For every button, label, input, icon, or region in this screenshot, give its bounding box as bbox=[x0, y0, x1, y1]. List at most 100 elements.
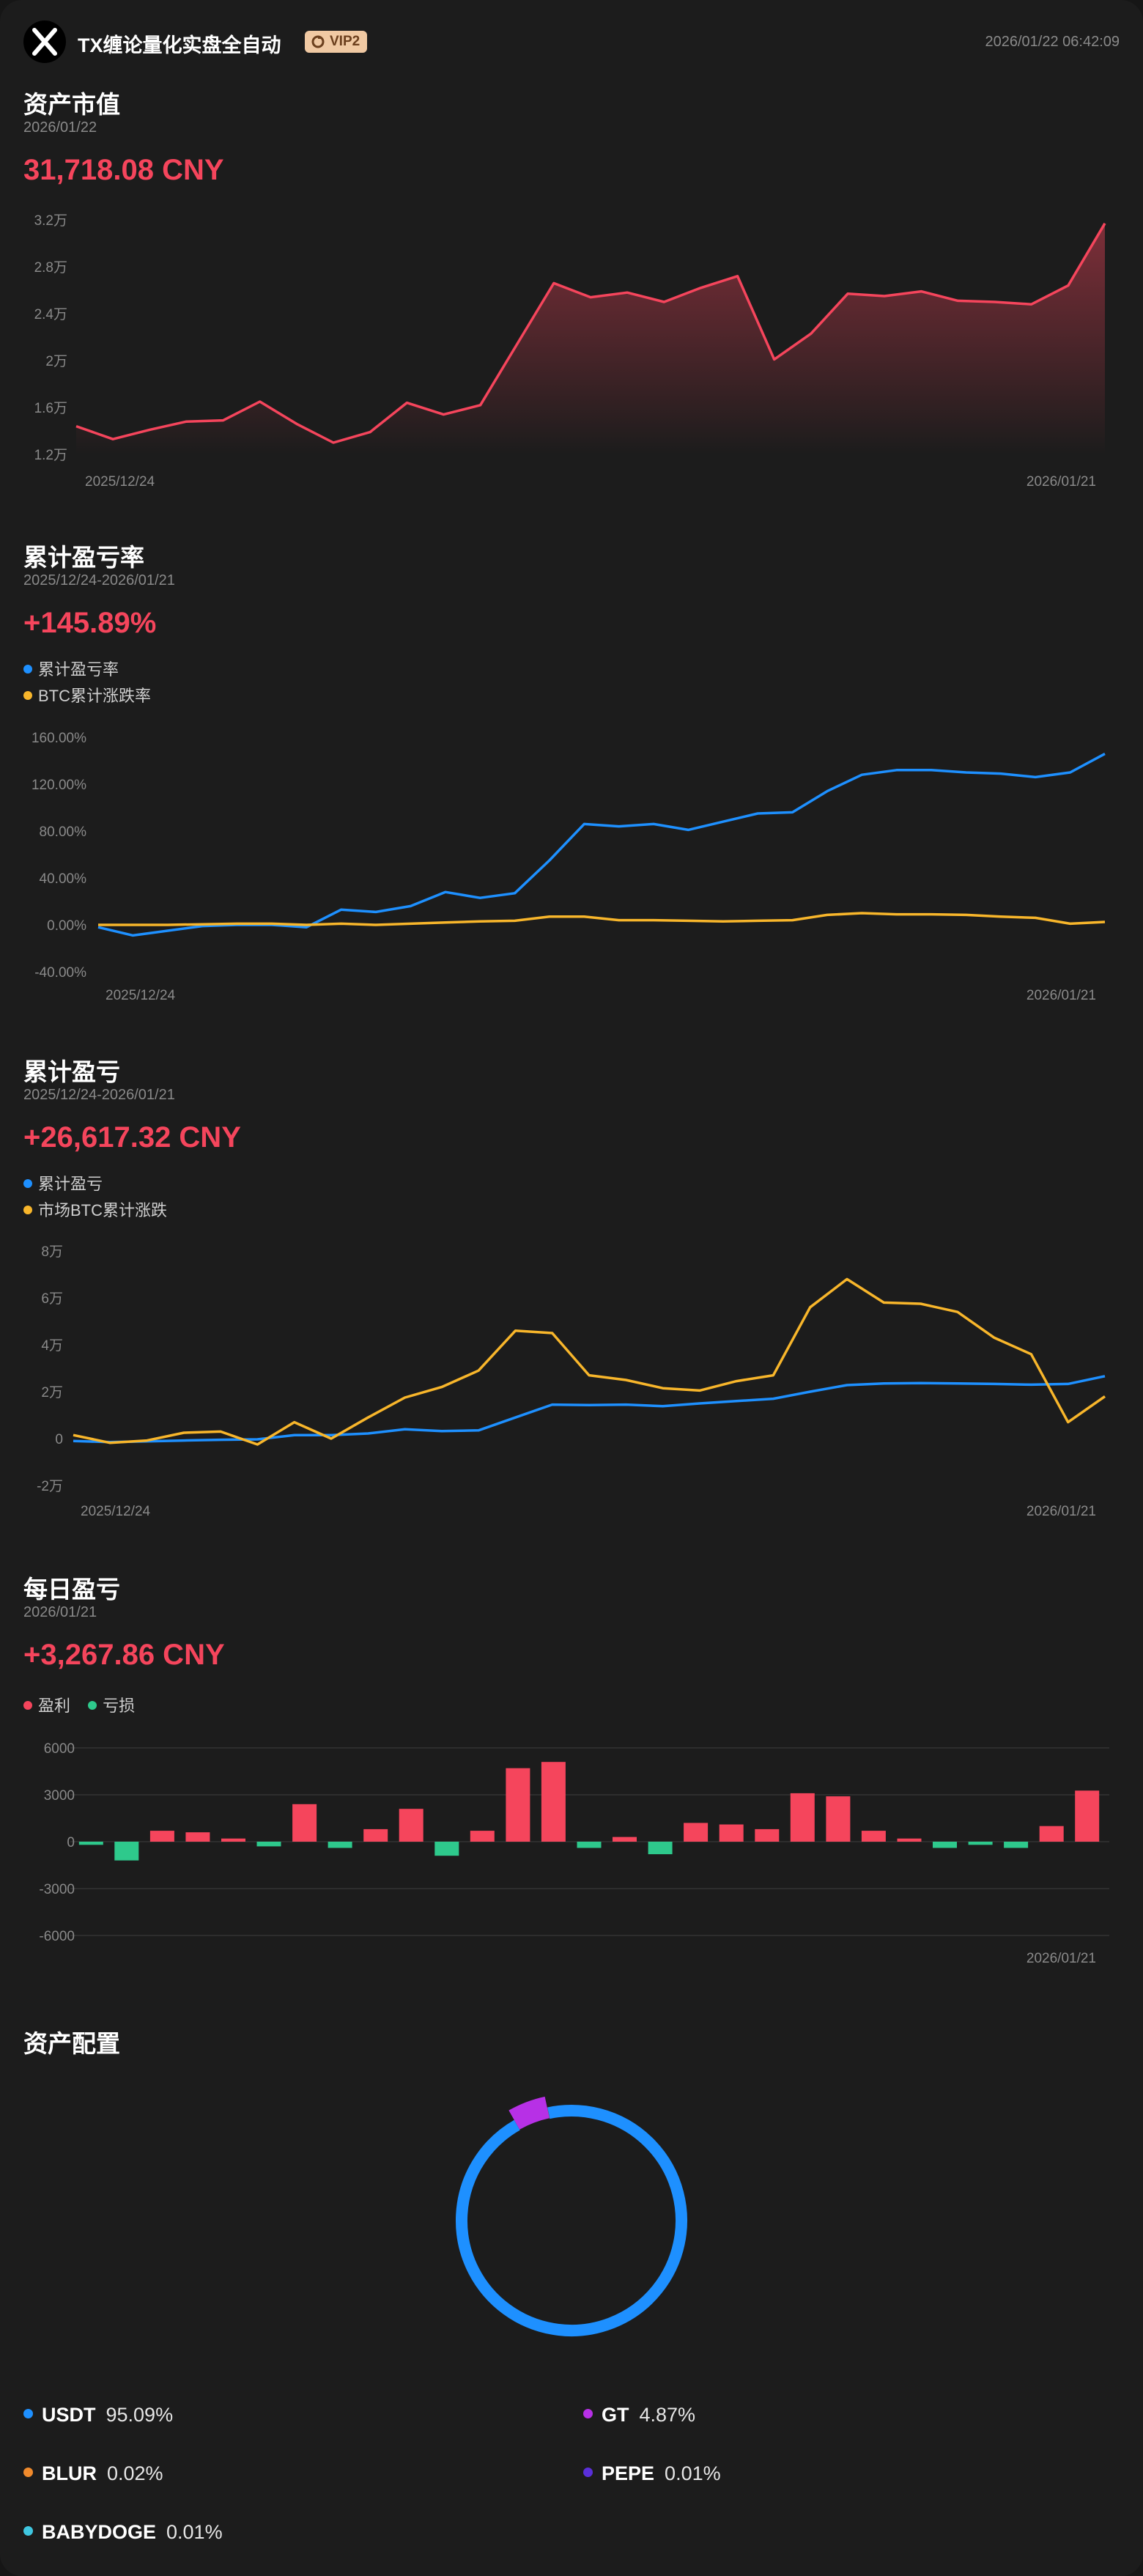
y-tick-label: 2.8万 bbox=[34, 260, 67, 276]
allocation-item-gt[interactable]: GT 4.87% bbox=[583, 2404, 695, 2426]
allocation-donut-chart[interactable] bbox=[0, 2074, 1143, 2352]
y-tick-label: 0 bbox=[55, 1432, 63, 1447]
pie-slice bbox=[508, 2096, 550, 2130]
legend-dot bbox=[23, 691, 32, 701]
vip-label: VIP2 bbox=[330, 34, 360, 49]
y-tick-label: 1.2万 bbox=[34, 448, 67, 463]
bar bbox=[363, 1828, 388, 1842]
y-tick-label: 0.00% bbox=[47, 918, 86, 934]
legend-item[interactable]: BTC累计涨跌率 bbox=[23, 683, 151, 709]
asset-pct: 95.09% bbox=[106, 2404, 174, 2426]
legend-item[interactable]: 盈利 bbox=[23, 1697, 70, 1715]
legend-item[interactable]: 亏损 bbox=[88, 1697, 135, 1715]
legend-dot bbox=[23, 1206, 32, 1215]
legend-dot bbox=[583, 2468, 593, 2478]
x-tick-label: 2025/12/24 bbox=[85, 474, 155, 490]
y-tick-label: 2万 bbox=[45, 354, 67, 369]
y-tick-label: 2.4万 bbox=[34, 307, 67, 322]
legend-label: 市场BTC累计涨跌 bbox=[38, 1201, 168, 1219]
bar bbox=[613, 1837, 637, 1842]
bar bbox=[933, 1842, 957, 1848]
series-line bbox=[73, 1375, 1106, 1444]
asset-pct: 0.01% bbox=[665, 2462, 721, 2484]
x-tick-label: 2026/01/21 bbox=[1027, 474, 1096, 490]
legend-dot bbox=[23, 665, 32, 674]
y-tick-label: 80.00% bbox=[40, 824, 87, 840]
legend-dot bbox=[23, 2468, 33, 2478]
bar bbox=[541, 1762, 566, 1842]
bar bbox=[399, 1809, 423, 1842]
legend-item[interactable]: 市场BTC累计涨跌 bbox=[23, 1197, 167, 1224]
bar bbox=[897, 1838, 922, 1842]
pnl-rate-date-range: 2025/12/24-2026/01/21 bbox=[23, 572, 175, 588]
pnl-chart[interactable]: 8万 6万 4万 2万 0 -2万 2025/12/24 2026/01/21 bbox=[0, 1233, 1143, 1526]
bar bbox=[328, 1842, 352, 1848]
series-line bbox=[97, 753, 1106, 937]
allocation-item-babydoge[interactable]: BABYDOGE 0.01% bbox=[23, 2521, 223, 2544]
bar bbox=[826, 1796, 851, 1842]
y-tick-label: 3000 bbox=[44, 1788, 75, 1804]
asset-name: GT bbox=[602, 2404, 629, 2426]
area-fill bbox=[76, 223, 1105, 454]
pnl-rate-title: 累计盈亏率 bbox=[23, 544, 144, 571]
bar bbox=[719, 1824, 744, 1842]
y-tick-label: 0 bbox=[67, 1835, 75, 1850]
y-tick-label: 8万 bbox=[41, 1244, 63, 1260]
allocation-item-usdt[interactable]: USDT 95.09% bbox=[23, 2404, 173, 2426]
legend-label: BTC累计涨跌率 bbox=[38, 687, 152, 705]
y-tick-label: 3.2万 bbox=[34, 213, 67, 229]
app-logo-icon bbox=[23, 21, 66, 63]
bar bbox=[1075, 1790, 1100, 1842]
app-title: TX缠论量化实盘全自动 bbox=[78, 34, 281, 56]
x-tick-label: 2026/01/21 bbox=[1027, 988, 1096, 1003]
asset-pct: 4.87% bbox=[639, 2404, 696, 2426]
series-line bbox=[75, 222, 1106, 444]
bar bbox=[78, 1842, 103, 1845]
asset-pct: 0.02% bbox=[107, 2462, 163, 2484]
legend-label: 累计盈亏 bbox=[38, 1175, 103, 1193]
vip-badge[interactable]: VIP2 bbox=[305, 31, 368, 53]
asset-pct: 0.01% bbox=[166, 2521, 223, 2543]
daily-pnl-date: 2026/01/21 bbox=[23, 1604, 97, 1620]
asset-value-date: 2026/01/22 bbox=[23, 119, 97, 136]
bar bbox=[292, 1804, 317, 1842]
pnl-rate-chart[interactable]: 160.00% 120.00% 80.00% 40.00% 0.00% -40.00% 20… bbox=[0, 718, 1143, 1011]
bar bbox=[684, 1823, 709, 1842]
allocation-item-blur[interactable]: BLUR 0.02% bbox=[23, 2462, 163, 2485]
pnl-legend: 累计盈亏 市场BTC累计涨跌 bbox=[23, 1171, 167, 1224]
legend-label: 盈利 bbox=[38, 1697, 71, 1715]
legend-dot bbox=[23, 1701, 32, 1710]
daily-pnl-chart[interactable]: 6000 3000 0 -3000 -6000 2026/01/21 bbox=[0, 1733, 1143, 1975]
asset-name: PEPE bbox=[602, 2462, 655, 2484]
asset-value-chart[interactable]: 3.2万 2.8万 2.4万 2万 1.6万 1.2万 2025/12/24 2026/01/… bbox=[0, 198, 1143, 506]
bar bbox=[221, 1838, 245, 1842]
bar bbox=[755, 1828, 780, 1842]
legend-dot bbox=[88, 1701, 97, 1710]
bar bbox=[114, 1842, 139, 1861]
legend-dot bbox=[23, 1179, 32, 1189]
header: TX缠论量化实盘全自动 VIP2 2026/01/22 06:42:09 bbox=[23, 21, 1120, 64]
timestamp: 2026/01/22 06:42:09 bbox=[985, 34, 1120, 50]
y-tick-label: 1.6万 bbox=[34, 401, 67, 416]
legend-item[interactable]: 累计盈亏 bbox=[23, 1171, 167, 1197]
legend-label: 亏损 bbox=[103, 1697, 136, 1715]
bar bbox=[577, 1842, 602, 1848]
bar bbox=[470, 1831, 495, 1842]
y-tick-label: 6000 bbox=[44, 1741, 75, 1757]
bar bbox=[790, 1793, 815, 1842]
pnl-rate-legend: 累计盈亏率 BTC累计涨跌率 bbox=[23, 657, 151, 709]
vip-crown-icon bbox=[311, 35, 325, 48]
legend-item[interactable]: 累计盈亏率 bbox=[23, 657, 151, 683]
bar bbox=[648, 1842, 673, 1855]
y-tick-label: 160.00% bbox=[32, 731, 86, 746]
bar bbox=[968, 1842, 993, 1845]
x-tick-label: 2025/12/24 bbox=[81, 1504, 151, 1519]
bar bbox=[1039, 1826, 1064, 1842]
y-tick-label: -40.00% bbox=[34, 965, 86, 981]
x-tick-label: 2026/01/21 bbox=[1027, 1951, 1096, 1966]
y-tick-label: -2万 bbox=[37, 1479, 63, 1494]
allocation-item-pepe[interactable]: PEPE 0.01% bbox=[583, 2462, 721, 2485]
bar bbox=[185, 1832, 210, 1842]
y-tick-label: -3000 bbox=[39, 1882, 75, 1897]
